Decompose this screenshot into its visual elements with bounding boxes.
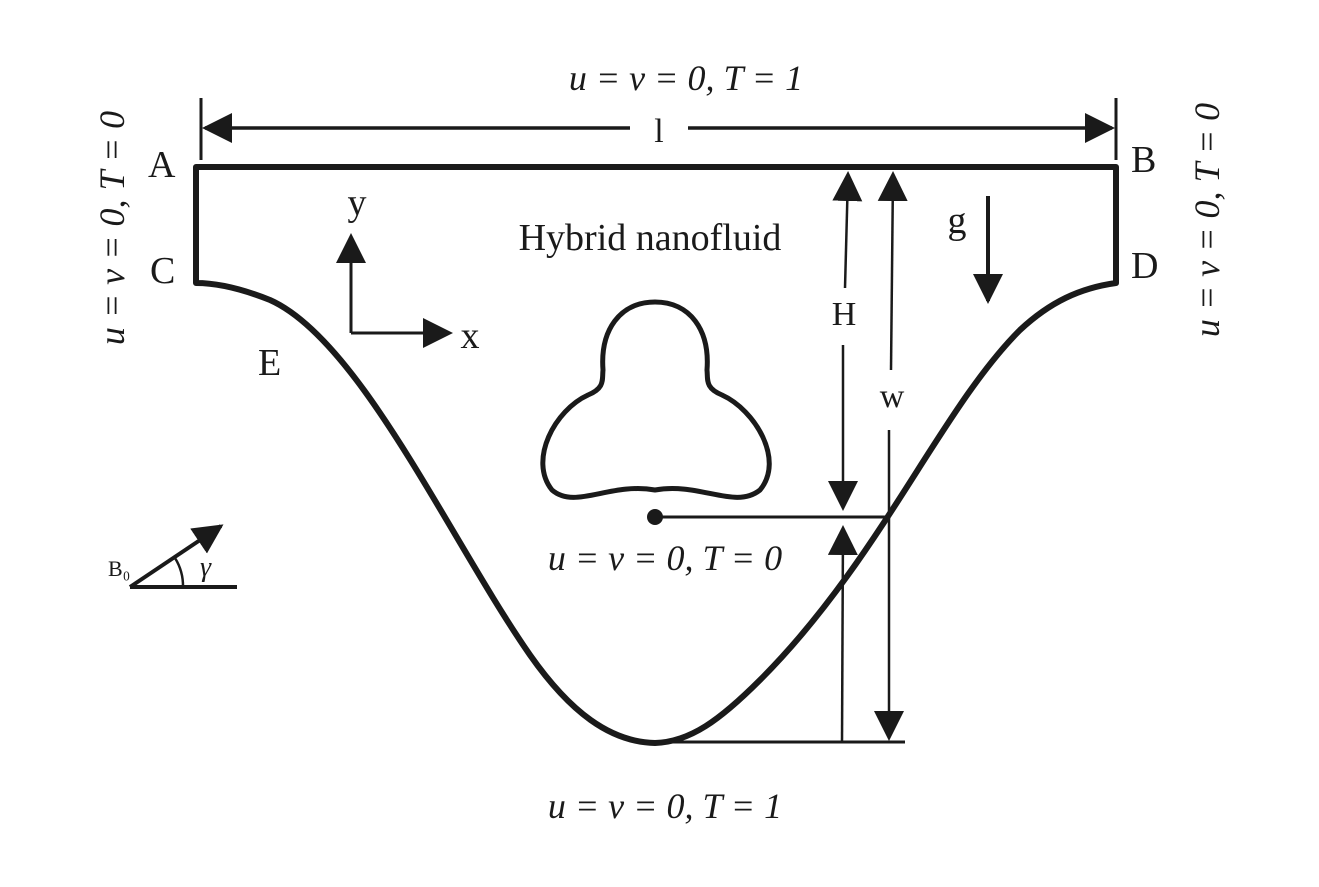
angle-label: γ — [200, 552, 212, 583]
gravity-label: g — [948, 200, 967, 242]
dim-h-label: H — [832, 296, 857, 333]
inner-bc-label: u = v = 0, T = 0 — [548, 538, 782, 578]
point-a-label: A — [148, 144, 176, 186]
trefoil-obstacle — [540, 299, 772, 500]
left-bc-label: u = v = 0, T = 0 — [92, 111, 132, 345]
dim-l-label: l — [654, 113, 663, 150]
dim-w-label: w — [880, 378, 905, 415]
fluid-label: Hybrid nanofluid — [519, 217, 782, 259]
point-c-label: C — [150, 250, 175, 292]
field-label: B₀ — [108, 556, 130, 581]
y-axis-label: y — [348, 182, 367, 224]
top-bc-label: u = v = 0, T = 1 — [569, 58, 803, 98]
bottom-bc-label: u = v = 0, T = 1 — [548, 786, 782, 826]
point-d-label: D — [1131, 245, 1158, 287]
angle-arc — [173, 557, 185, 588]
lower-offset-line — [827, 525, 858, 743]
right-bc-label: u = v = 0, T = 0 — [1187, 103, 1227, 337]
point-b-label: B — [1131, 139, 1156, 181]
x-axis-label: x — [461, 315, 480, 357]
dim-h-arrow-up — [832, 171, 863, 289]
point-e-label: E — [258, 342, 281, 384]
dim-w-arrow-up — [877, 171, 908, 371]
field-arrow — [128, 524, 224, 589]
